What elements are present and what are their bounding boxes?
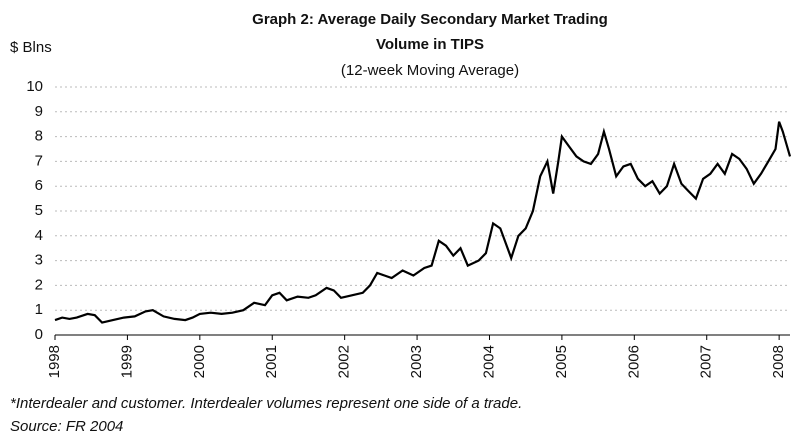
y-tick-label: 8 (35, 128, 43, 145)
x-tick-label: 1998 (46, 345, 63, 378)
y-tick-label: 4 (35, 227, 43, 244)
x-tick-label: 2002 (336, 345, 353, 378)
chart-subtitle: (12-week Moving Average) (341, 62, 519, 79)
footnote: *Interdealer and customer. Interdealer v… (10, 395, 522, 412)
y-tick-label: 7 (35, 152, 43, 169)
y-tick-label: 2 (35, 276, 43, 293)
x-tick-label: 2004 (480, 345, 497, 378)
y-axis-label: $ Blns (10, 39, 52, 56)
x-tick-label: 2005 (553, 345, 570, 378)
source: Source: FR 2004 (10, 418, 123, 435)
y-tick-label: 3 (35, 252, 43, 269)
line (54, 121, 792, 324)
x-tick-label: 2001 (263, 345, 280, 378)
chart-title: Graph 2: Average Daily Secondary Market … (252, 11, 608, 28)
x-tick-label: 2008 (770, 345, 787, 378)
x-tick-label: 2006 (625, 345, 642, 378)
y-tick-label: 9 (35, 103, 43, 120)
chart-title: Volume in TIPS (376, 36, 484, 53)
x-tick-label: 1999 (118, 345, 135, 378)
y-tick-label: 0 (35, 326, 43, 343)
y-tick-label: 1 (35, 301, 43, 318)
y-tick-label: 5 (35, 202, 43, 219)
y-tick-label: 10 (26, 78, 43, 95)
x-tick-label: 2000 (191, 345, 208, 378)
y-tick-label: 6 (35, 177, 43, 194)
x-tick-label: 2003 (408, 345, 425, 378)
x-tick-label: 2007 (698, 345, 715, 378)
